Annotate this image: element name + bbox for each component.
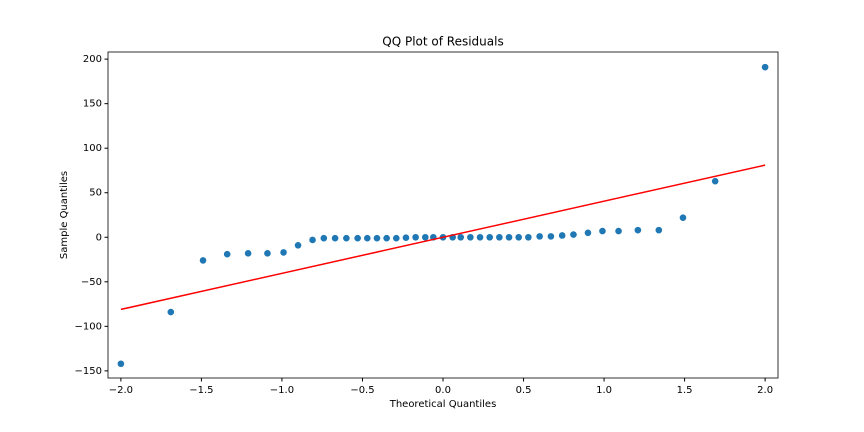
point [515,233,522,241]
point [383,234,390,242]
point [525,233,532,241]
fit-line [120,164,766,311]
x-tick-label: 2.0 [757,385,773,396]
x-tick-label: 1.5 [677,385,693,396]
x-axis-label: Theoretical Quantiles [389,399,497,410]
point [167,308,175,316]
chart-title: QQ Plot of Residuals [382,35,503,49]
y-axis-label: Sample Quantiles [59,171,70,259]
point [280,249,287,256]
point [634,226,642,234]
y-tick-label: −50 [81,277,102,288]
point [536,233,543,240]
x-tick-label: 0.5 [516,385,532,396]
y-tick-label: 0 [96,232,102,243]
x-tick-label: −1.0 [270,385,294,396]
y-tick-label: 100 [83,143,102,154]
point [599,227,606,235]
point [412,233,419,241]
point [615,227,622,235]
y-tick-label: 150 [83,99,102,110]
point [223,250,231,258]
point [320,234,328,242]
point [467,233,474,241]
point [486,233,494,241]
point [558,232,566,239]
point [584,229,592,237]
point [354,234,361,242]
point [264,250,271,257]
plot-frame [107,51,779,379]
point [309,236,316,244]
point [476,233,484,241]
point [392,234,400,242]
point [244,250,252,257]
point [421,233,429,241]
x-tick-label: 1.0 [596,385,612,396]
point [199,257,207,264]
point [496,233,503,241]
point [711,177,719,185]
x-tick-label: −0.5 [350,385,374,396]
y-tick-label: 200 [83,54,102,65]
point [117,360,125,368]
x-tick-label: −2.0 [109,385,133,396]
point [364,234,371,242]
point [547,233,555,240]
point [570,231,577,238]
x-tick-label: 0.0 [435,385,451,396]
point [761,63,769,71]
point [402,234,410,242]
x-tick-label: −1.5 [189,385,213,396]
point [343,234,350,242]
point [331,234,339,242]
point [505,233,513,241]
point [373,234,381,242]
point [294,241,302,249]
point [655,226,663,234]
point [457,233,465,241]
point [679,214,687,221]
y-tick-label: −100 [75,321,102,332]
y-tick-label: −150 [75,366,102,377]
y-tick-label: 50 [89,188,102,199]
